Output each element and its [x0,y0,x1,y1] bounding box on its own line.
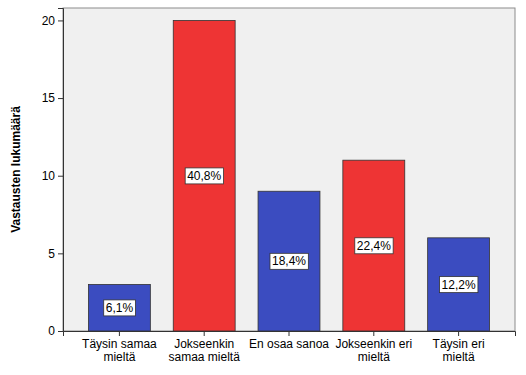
y-tick-label: 20 [42,14,56,28]
plot-area [63,8,515,331]
y-tick-label: 0 [48,324,55,338]
x-tick: En osaa sanoa [249,331,329,351]
x-tick: Täysin samaamieltä [82,331,157,364]
y-tick: 10 [42,169,63,183]
annotation-label: 12,2% [442,278,476,292]
y-tick: 15 [42,91,63,105]
x-tick-label: En osaa sanoa [249,337,329,351]
bar [173,20,235,331]
annotation: 18,4% [270,253,308,269]
annotation-label: 40,8% [187,169,221,183]
annotations: 6,1% 40,8% 18,4% 22,4% 12,2% [104,168,478,316]
y-tick-mark [58,98,63,99]
x-tick-mark [458,331,459,336]
y-tick-label: 10 [42,169,56,183]
x-tick-mark [204,331,205,336]
x-tick-label: Jokseenkin erimieltä [335,337,412,364]
annotation-box [355,238,393,254]
annotation: 40,8% [185,168,223,184]
y-tick: 5 [48,247,63,261]
x-tick-label: Täysin erimieltä [433,337,485,364]
y-axis: 0 5 10 15 20 [42,9,64,339]
y-axis-line [58,9,64,332]
annotation-label: 22,4% [357,239,391,253]
annotation-box [185,168,223,184]
annotation-label: 6,1% [106,301,134,315]
bar [343,160,405,331]
bars [88,20,489,331]
y-tick: 20 [42,14,63,28]
y-tick-label: 15 [42,91,56,105]
annotation-box [440,277,478,293]
y-tick-mark [58,20,63,21]
y-tick-mark [58,176,63,177]
annotation: 12,2% [440,277,478,293]
annotation-box [270,253,308,269]
x-tick-mark [289,331,290,336]
x-tick-mark [373,331,374,336]
x-axis-line [64,332,516,337]
y-tick-mark [58,331,63,332]
x-tick-label: Täysin samaamieltä [82,337,157,364]
y-axis-title: Vastausten lukumäärä [9,106,23,233]
annotation: 22,4% [355,238,393,254]
y-tick-mark [58,253,63,254]
x-tick: Täysin erimieltä [433,331,485,364]
bar [88,284,150,331]
x-tick: Jokseenkinsamaa mieltä [169,331,241,364]
x-axis: Täysin samaamieltä Jokseenkinsamaa mieltä… [64,331,516,364]
x-tick: Jokseenkin erimieltä [335,331,412,364]
chart: 0 5 10 15 20 Täysin samaamieltä Jokseenkinsama… [0,0,526,375]
y-tick: 0 [48,324,63,338]
annotation-box [104,300,136,316]
x-tick-label: Jokseenkinsamaa mieltä [169,337,241,364]
y-tick-label: 5 [48,247,55,261]
annotation: 6,1% [104,300,136,316]
annotation-label: 18,4% [272,254,306,268]
bar [258,191,320,331]
bar [428,238,490,331]
x-tick-mark [119,331,120,336]
